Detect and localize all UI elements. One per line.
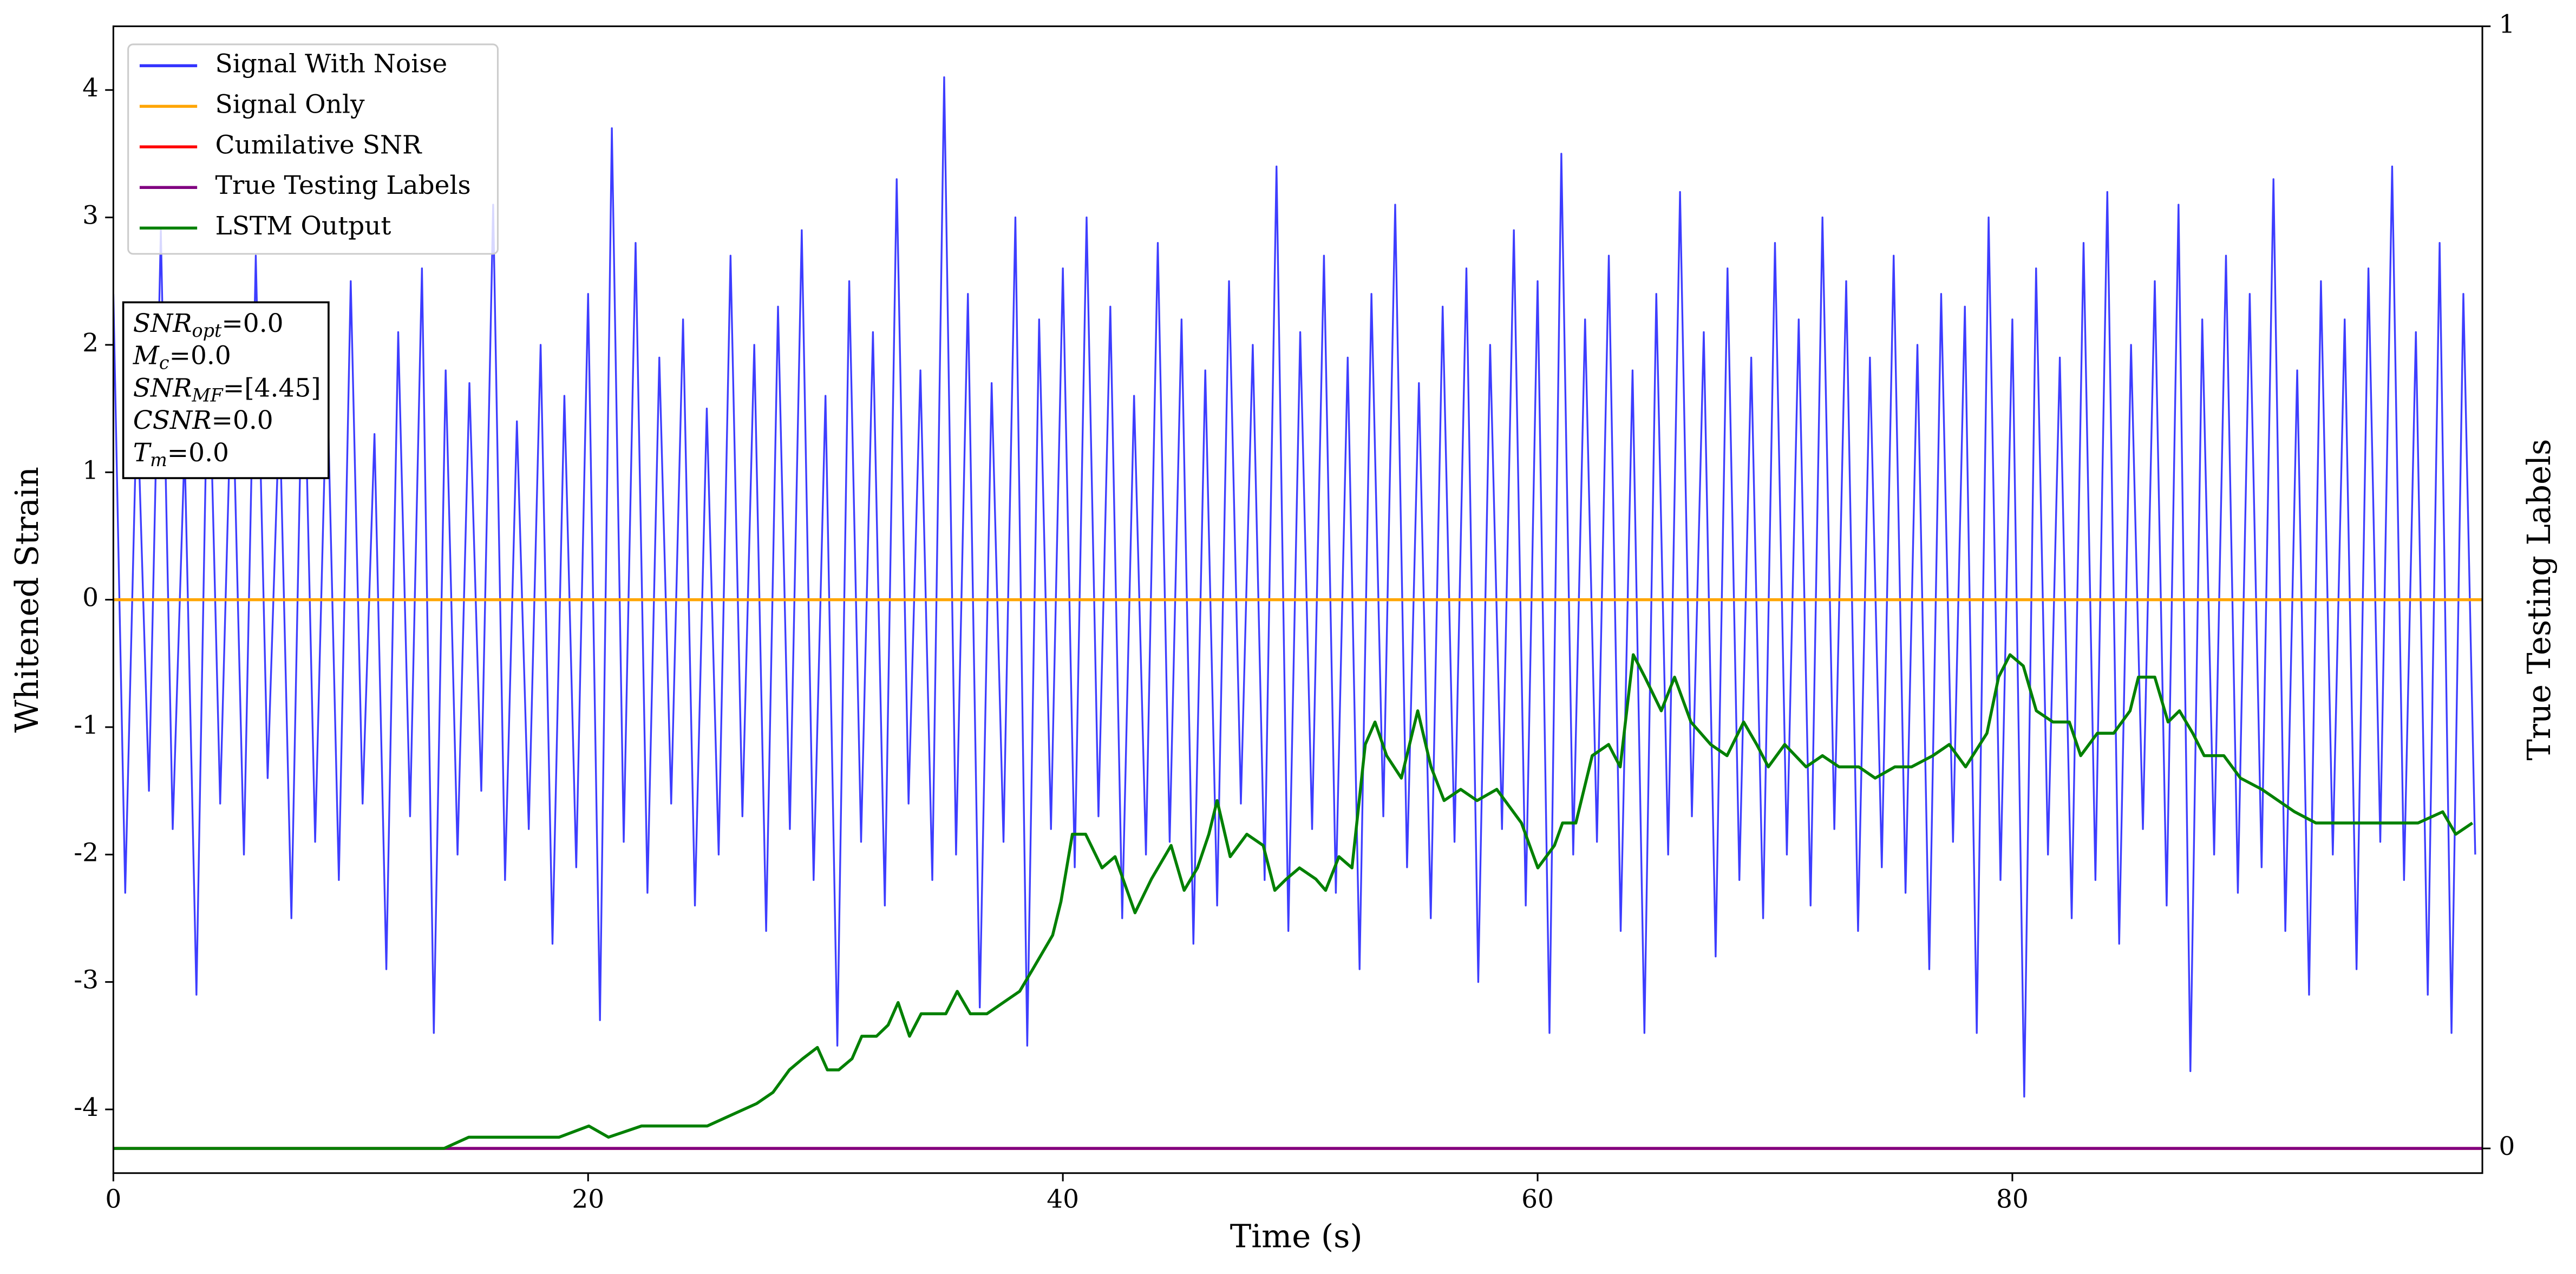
y2-axis-label: True Testing Labels — [2520, 439, 2558, 761]
series-line — [113, 76, 2476, 1098]
y-tick-label: 0 — [82, 583, 99, 613]
x-tick-label: 40 — [1047, 1184, 1079, 1214]
annotation-value: =0.0 — [169, 341, 231, 371]
annotation-subscript: m — [150, 449, 167, 471]
y-tick-label: -4 — [74, 1093, 99, 1122]
annotation-value: =0.0 — [167, 438, 229, 468]
y-tick-label: 1 — [82, 455, 99, 485]
annotation-value: =[4.45] — [223, 373, 321, 403]
annotation-value: =0.0 — [221, 309, 283, 338]
annotation-line: SNRopt=0.0 — [133, 309, 284, 341]
y-tick-label: -3 — [74, 965, 99, 995]
y-tick-label: -2 — [74, 838, 99, 867]
annotation-symbol: SNR — [133, 373, 192, 403]
x-tick-label: 80 — [1996, 1184, 2029, 1214]
annotation-subscript: opt — [192, 320, 222, 341]
legend-label: Signal With Noise — [215, 49, 448, 79]
annotation-symbol: M — [133, 341, 160, 371]
annotation-line: Tm=0.0 — [133, 438, 229, 471]
y-axis-label: Whitened Strain — [8, 467, 45, 733]
annotation-subscript: c — [159, 352, 169, 374]
legend-label: Signal Only — [215, 89, 365, 119]
y2-tick-label: 0 — [2499, 1132, 2515, 1161]
annotation-symbol: SNR — [133, 309, 192, 338]
annotation-symbol: T — [133, 438, 152, 468]
y-tick-label: 4 — [82, 73, 99, 103]
annotation-subscript: MF — [192, 385, 224, 406]
legend-label: Cumilative SNR — [215, 130, 423, 160]
annotation-value: =0.0 — [212, 406, 273, 435]
series-line — [113, 653, 2474, 1150]
annotation-line: SNRMF=[4.45] — [133, 373, 321, 406]
annotation-line: Mc=0.0 — [133, 341, 231, 374]
y2-tick-label: 1 — [2499, 10, 2515, 40]
annotation-line: CSNR=0.0 — [133, 406, 273, 435]
y-tick-label: 3 — [82, 201, 99, 231]
x-tick-label: 0 — [105, 1184, 121, 1214]
annotation-symbol: CSNR — [133, 406, 212, 435]
annotation-box — [122, 301, 330, 479]
y-tick-label: -1 — [74, 710, 99, 740]
x-tick-label: 60 — [1521, 1184, 1554, 1214]
legend-label: LSTM Output — [215, 211, 391, 241]
legend-box — [127, 43, 499, 255]
x-tick-label: 20 — [572, 1184, 604, 1214]
legend-label: True Testing Labels — [215, 171, 471, 200]
x-axis-label: Time (s) — [1230, 1218, 1363, 1255]
y-tick-label: 2 — [82, 328, 99, 358]
